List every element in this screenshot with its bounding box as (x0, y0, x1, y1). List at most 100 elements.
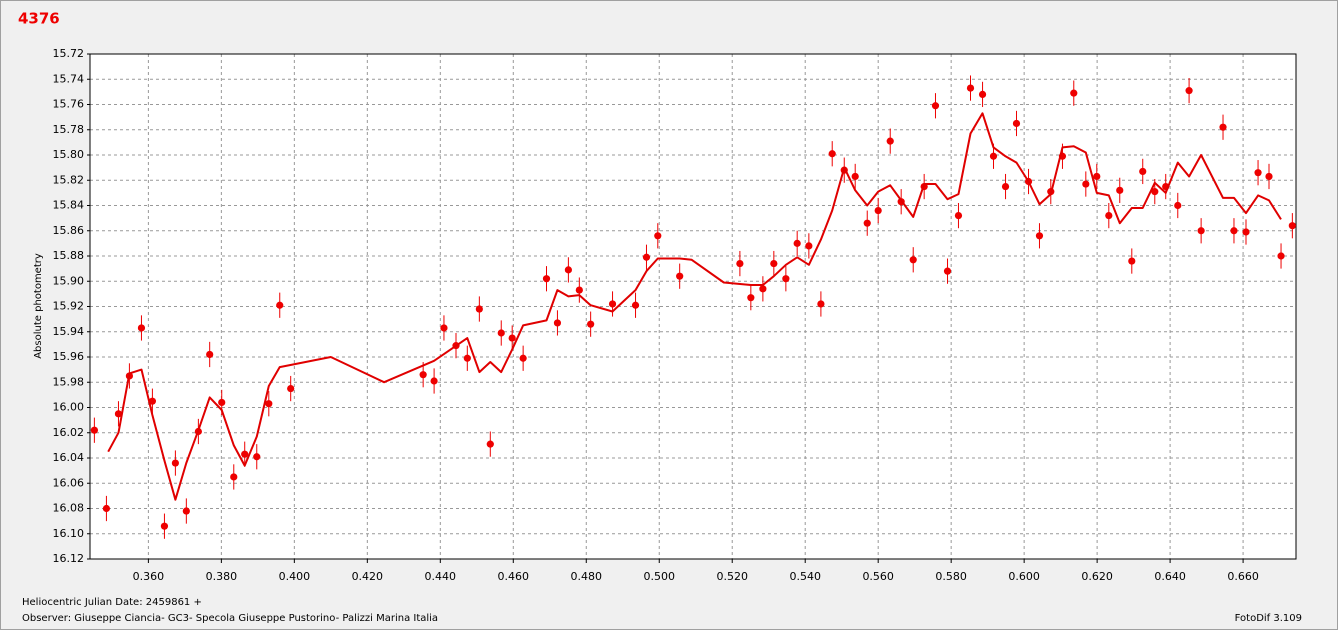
data-point (218, 398, 226, 407)
data-point (1197, 227, 1205, 235)
data-point (148, 397, 156, 405)
data-point (90, 426, 98, 434)
data-point (137, 324, 146, 332)
y-tick-label: 16.02 (53, 426, 85, 439)
y-tick-label: 15.74 (53, 72, 85, 85)
data-point (1093, 172, 1101, 181)
y-tick-label: 15.82 (53, 173, 85, 186)
data-point (886, 137, 894, 145)
y-tick-label: 15.90 (53, 274, 85, 287)
data-point (1242, 228, 1250, 236)
y-tick-label: 16.12 (53, 552, 85, 565)
data-point (654, 232, 662, 240)
y-tick-label: 15.88 (53, 249, 85, 262)
data-point (782, 275, 790, 283)
data-point (828, 150, 836, 158)
x-tick-label: 0.360 (133, 570, 165, 583)
x-tick-label: 0.660 (1227, 570, 1259, 583)
y-tick-label: 15.86 (53, 224, 85, 237)
x-tick-label: 0.420 (352, 570, 384, 583)
data-point (463, 354, 471, 362)
data-point (631, 301, 640, 309)
data-point (676, 272, 684, 280)
data-point (642, 253, 651, 261)
data-point (1151, 188, 1159, 196)
data-point (608, 300, 617, 308)
data-point (206, 350, 214, 359)
x-tick-label: 0.600 (1008, 570, 1040, 583)
data-point (182, 507, 190, 515)
observer-note: Observer: Giuseppe Ciancia- GC3- Specola… (22, 613, 438, 624)
data-point (230, 473, 238, 481)
data-point (287, 384, 295, 393)
data-point (747, 294, 755, 302)
data-point (851, 172, 859, 181)
trend-line (107, 112, 1282, 501)
x-tick-label: 0.380 (206, 570, 238, 583)
x-tick-label: 0.400 (279, 570, 311, 583)
data-point (1230, 227, 1238, 235)
data-point (114, 410, 123, 418)
x-tick-label: 0.560 (862, 570, 894, 583)
data-point (1116, 186, 1124, 194)
y-tick-label: 15.84 (53, 199, 85, 212)
data-point (564, 266, 572, 274)
data-point (241, 450, 249, 458)
data-point (1035, 232, 1044, 240)
chart-title: 4376 (18, 10, 60, 28)
data-point (486, 440, 494, 448)
data-point (1139, 167, 1147, 176)
data-point (966, 84, 975, 92)
data-point (863, 219, 871, 227)
data-point (1128, 257, 1136, 265)
data-point (265, 400, 273, 408)
data-point (1070, 89, 1078, 97)
data-point (575, 286, 583, 294)
data-point (497, 329, 505, 337)
data-point (1012, 119, 1021, 128)
y-tick-label: 15.94 (53, 325, 85, 338)
data-point (1001, 182, 1010, 191)
y-tick-label: 15.76 (53, 98, 85, 111)
data-point (440, 324, 448, 332)
data-point (519, 354, 527, 362)
data-point (542, 275, 551, 283)
data-point (102, 504, 111, 513)
data-point (931, 102, 940, 110)
x-tick-label: 0.480 (571, 570, 603, 583)
data-point (759, 285, 767, 293)
y-tick-label: 15.92 (53, 300, 85, 313)
x-tick-label: 0.440 (425, 570, 457, 583)
x-tick-label: 0.620 (1081, 570, 1113, 583)
data-point (1105, 212, 1113, 220)
data-point (805, 242, 813, 250)
data-point (475, 305, 483, 313)
y-tick-label: 16.06 (53, 476, 85, 489)
y-tick-label: 15.98 (53, 375, 85, 388)
data-point (160, 522, 169, 530)
y-tick-label: 15.80 (53, 148, 85, 161)
x-axis-label: Heliocentric Julian Date: 2459861 + (22, 597, 202, 608)
data-point (1185, 87, 1193, 95)
data-point (978, 90, 987, 98)
software-note: FotoDif 3.109 (1235, 613, 1302, 624)
data-point (430, 377, 438, 385)
data-point (1254, 169, 1262, 177)
data-point (1219, 123, 1227, 131)
x-tick-label: 0.540 (789, 570, 821, 583)
y-tick-label: 15.96 (53, 350, 85, 363)
data-point (508, 334, 516, 342)
data-point (793, 239, 801, 247)
data-point (989, 152, 998, 160)
x-tick-label: 0.460 (498, 570, 530, 583)
x-tick-label: 0.500 (643, 570, 675, 583)
data-point (276, 301, 284, 309)
data-point (1277, 252, 1285, 260)
data-point (1265, 172, 1273, 181)
data-point (770, 259, 778, 268)
data-point (587, 320, 595, 328)
data-point (1288, 222, 1296, 230)
y-tick-label: 16.10 (53, 527, 85, 540)
data-point (1174, 201, 1182, 210)
